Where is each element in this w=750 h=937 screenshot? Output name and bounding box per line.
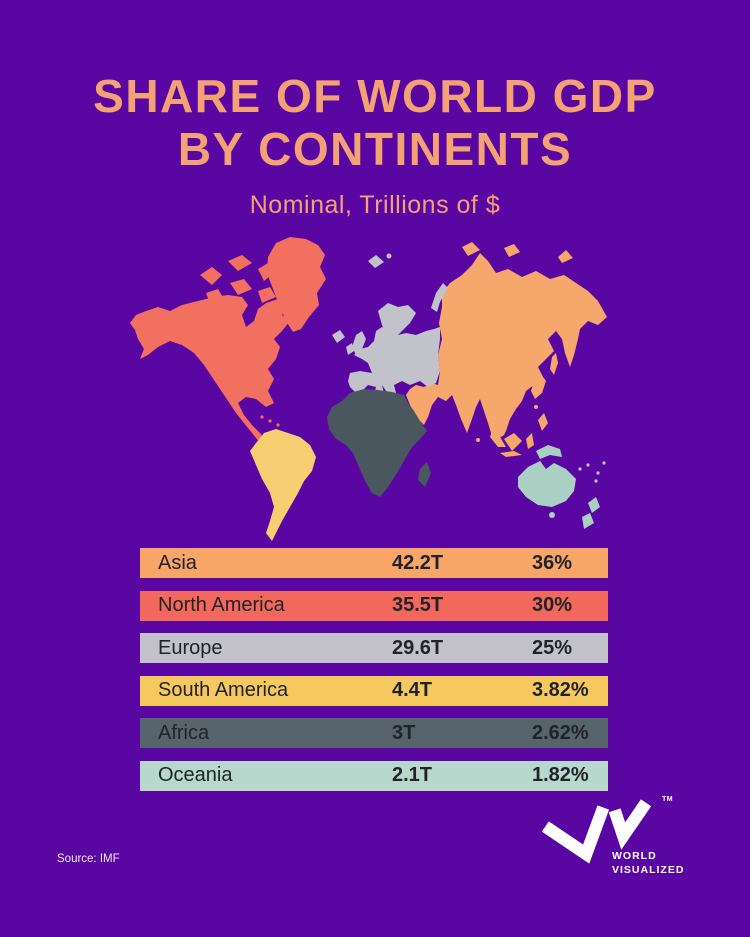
gdp-value: 29.6T <box>392 636 444 659</box>
gdp-share: 3.82% <box>532 679 589 701</box>
page-title: SHARE OF WORLD GDP BY CONTINENTS <box>0 70 750 177</box>
gdp-share: 36% <box>532 551 573 574</box>
continent-label: Oceania <box>158 764 233 786</box>
title-line-2: BY CONTINENTS <box>177 123 573 176</box>
gdp-value: 3T <box>392 721 416 744</box>
continent-label: Asia <box>158 551 197 574</box>
table-row-oceania: Oceania 2.1T 1.82% <box>140 760 608 791</box>
map-asia <box>406 242 607 457</box>
header: SHARE OF WORLD GDP BY CONTINENTS Nominal… <box>0 70 750 220</box>
gdp-value: 35.5T <box>392 594 444 616</box>
table-row-africa: Africa 3T 2.62% <box>140 718 608 748</box>
continent-label: South America <box>158 679 289 701</box>
subtitle: Nominal, Trillions of $ <box>249 190 501 219</box>
brand-name-line-2: VISUALIZED <box>612 863 685 876</box>
continent-label: Africa <box>158 721 210 744</box>
map-europe <box>332 253 448 401</box>
table-row-europe: Europe 29.6T 25% <box>140 633 608 663</box>
world-visualized-logo-icon <box>541 799 652 864</box>
map-south-america <box>250 429 316 541</box>
trademark-symbol: TM <box>662 796 674 803</box>
continent-label: Europe <box>158 636 223 659</box>
map-oceania <box>518 445 606 529</box>
gdp-value: 4.4T <box>392 679 433 701</box>
table-row-south-america: South America 4.4T 3.82% <box>140 675 608 706</box>
gdp-share: 30% <box>532 594 573 616</box>
table-row-asia: Asia 42.2T 36% <box>140 548 608 578</box>
map-africa <box>327 389 431 497</box>
title-line-1: SHARE OF WORLD GDP <box>93 70 657 122</box>
brand-logo: TM WORLD VISUALIZED <box>538 794 688 889</box>
map-north-america <box>130 237 326 443</box>
gdp-value: 42.2T <box>392 551 444 574</box>
gdp-value: 2.1T <box>392 764 433 786</box>
gdp-share: 2.62% <box>532 721 589 744</box>
brand-name-line-1: WORLD <box>612 850 657 862</box>
gdp-share: 1.82% <box>532 764 589 786</box>
source-note: Source: IMF <box>57 853 120 865</box>
brand-name: WORLD VISUALIZED <box>612 850 684 877</box>
table-row-north-america: North America 35.5T 30% <box>140 590 608 621</box>
gdp-share: 25% <box>532 636 573 659</box>
gdp-table: Asia 42.2T 36% North America 35.5T 30% E… <box>140 548 608 803</box>
continent-label: North America <box>158 594 285 616</box>
world-map <box>130 237 607 541</box>
